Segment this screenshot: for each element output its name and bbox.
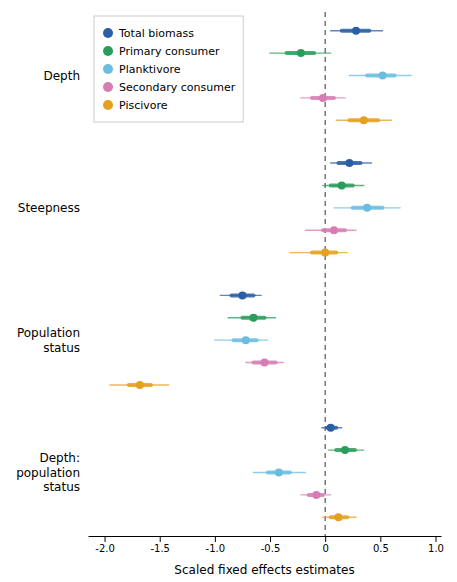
estimate-point xyxy=(312,491,320,499)
x-tick-mark xyxy=(435,536,436,542)
x-tick: 0 xyxy=(322,536,328,554)
legend-label: Total biomass xyxy=(118,27,194,40)
x-axis-line xyxy=(89,536,442,537)
estimate-point xyxy=(360,116,368,124)
x-tick-label: -1.5 xyxy=(150,543,170,554)
estimate-point xyxy=(319,94,327,102)
group-label-line: status xyxy=(43,480,80,494)
x-tick-mark xyxy=(105,536,106,542)
legend: Total biomass Primary consumer Planktivore… xyxy=(94,16,243,122)
x-tick-label: 0 xyxy=(322,543,328,554)
estimate-point xyxy=(345,159,353,167)
estimate-point xyxy=(242,336,250,344)
estimate-point xyxy=(379,72,387,80)
estimate-point xyxy=(338,181,346,189)
x-tick: 0.5 xyxy=(373,536,389,554)
estimate-point xyxy=(275,468,283,476)
group-label: Depth xyxy=(43,69,80,83)
x-tick-label: 1.0 xyxy=(428,543,444,554)
legend-label: Secondary consumer xyxy=(119,81,236,94)
x-tick: -1.0 xyxy=(206,536,226,554)
estimate-point xyxy=(136,381,144,389)
x-axis: -2.0 -1.5 -1.0 -0.5 0 0.5 1.0 xyxy=(89,536,444,554)
x-axis-title: Scaled fixed effects estimates xyxy=(174,563,354,577)
estimate-point xyxy=(261,359,269,367)
group-label-line: population xyxy=(16,466,80,480)
group-label-line: Depth: xyxy=(39,451,80,465)
group-label-line: Steepness xyxy=(18,201,80,215)
legend-swatch xyxy=(103,100,113,110)
legend-swatch xyxy=(103,28,113,38)
estimate-point xyxy=(249,314,257,322)
chart: -2.0 -1.5 -1.0 -0.5 0 0.5 1.0 Scaled fixed effe… xyxy=(0,0,457,582)
group-label-line: Depth xyxy=(43,69,80,83)
x-tick-label: -0.5 xyxy=(261,543,281,554)
legend-swatch xyxy=(103,46,113,56)
estimate-point xyxy=(334,513,342,521)
x-tick-mark xyxy=(160,536,161,542)
x-tick-label: -1.0 xyxy=(206,543,226,554)
group-label: Populationstatus xyxy=(17,326,80,354)
group-label: Depth:populationstatus xyxy=(16,451,80,494)
series xyxy=(215,72,411,477)
x-tick: 1.0 xyxy=(428,536,444,554)
estimate-point xyxy=(330,226,338,234)
group-label-line: status xyxy=(43,341,80,355)
x-tick: -0.5 xyxy=(261,536,281,554)
estimate-point xyxy=(327,424,335,432)
x-tick-label: 0.5 xyxy=(373,543,389,554)
series xyxy=(228,49,364,454)
group-label: Steepness xyxy=(18,201,80,215)
estimate-point xyxy=(321,249,329,257)
x-tick: -1.5 xyxy=(150,536,170,554)
estimate-point xyxy=(238,291,246,299)
series xyxy=(246,94,356,499)
estimate-point xyxy=(352,27,360,35)
series xyxy=(220,27,382,432)
reference-line xyxy=(325,12,326,536)
ci-outer xyxy=(215,339,268,340)
legend-label: Primary consumer xyxy=(119,45,220,58)
x-tick-mark xyxy=(380,536,381,542)
marks xyxy=(110,12,411,536)
legend-label: Planktivore xyxy=(119,63,181,76)
x-tick-mark xyxy=(215,536,216,542)
legend-swatch xyxy=(103,64,113,74)
group-label-line: Population xyxy=(17,326,80,340)
estimate-point xyxy=(297,49,305,57)
x-tick-mark xyxy=(270,536,271,542)
estimate-point xyxy=(341,446,349,454)
x-tick: -2.0 xyxy=(95,536,115,554)
legend-label: Piscivore xyxy=(119,99,168,112)
ci-outer xyxy=(290,252,347,253)
legend-frame xyxy=(94,16,243,122)
series xyxy=(110,116,391,521)
x-tick-mark xyxy=(325,536,326,542)
x-tick-label: -2.0 xyxy=(95,543,115,554)
estimate-point xyxy=(363,204,371,212)
legend-swatch xyxy=(103,82,113,92)
plot: -2.0 -1.5 -1.0 -0.5 0 0.5 1.0 Scaled fixed effe… xyxy=(16,12,444,577)
